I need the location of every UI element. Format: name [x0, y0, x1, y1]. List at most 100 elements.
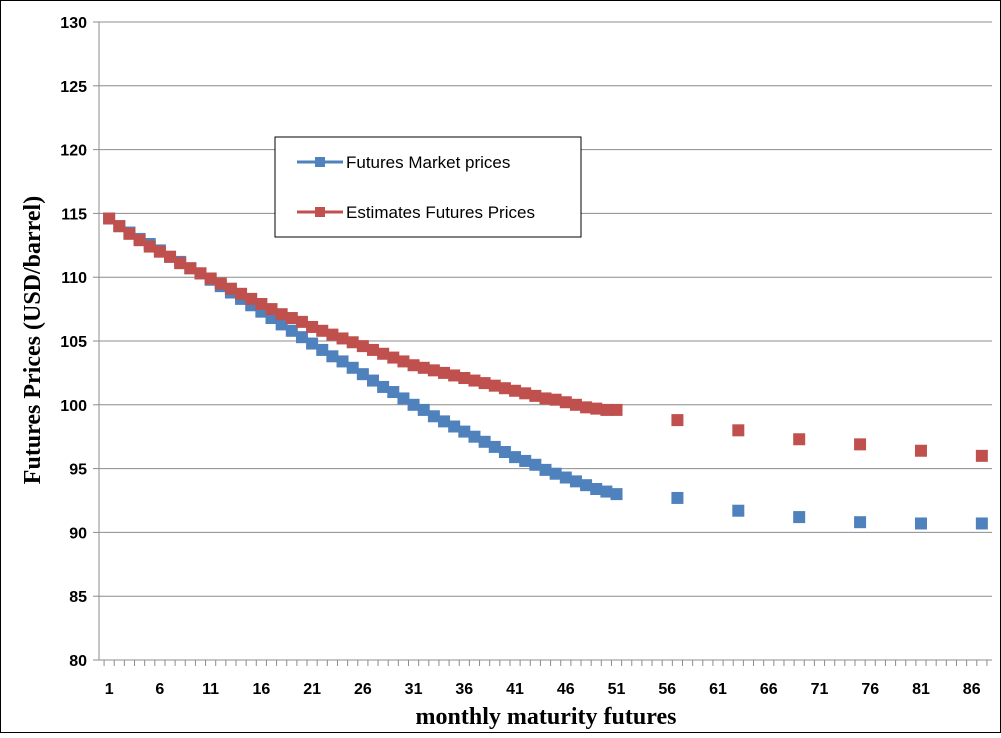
y-tick-label: 120 [60, 143, 87, 160]
data-point [569, 398, 582, 411]
data-point [488, 379, 501, 392]
data-point [975, 517, 988, 530]
data-point [123, 227, 136, 240]
data-point [529, 458, 542, 471]
data-point [387, 386, 400, 399]
x-tick-label: 66 [760, 681, 778, 698]
data-point [366, 343, 379, 356]
data-point [914, 517, 927, 530]
data-point [174, 257, 187, 270]
data-point [164, 250, 177, 263]
data-point [397, 355, 410, 368]
data-point [366, 374, 379, 387]
data-point [580, 479, 593, 492]
data-point [448, 369, 461, 382]
data-point [204, 272, 217, 285]
data-point [600, 485, 613, 498]
y-tick-label: 125 [60, 79, 87, 96]
x-tick-label: 1 [105, 681, 114, 698]
y-tick-label: 110 [61, 270, 87, 287]
data-point [498, 382, 511, 395]
series-estimated-prices [103, 212, 988, 462]
data-point [387, 351, 400, 364]
data-point [255, 297, 268, 310]
data-point [610, 488, 623, 501]
data-point [184, 262, 197, 275]
data-point [549, 467, 562, 480]
data-point [509, 451, 522, 464]
data-point [519, 387, 532, 400]
x-tick-label: 26 [354, 681, 372, 698]
data-point [265, 303, 278, 316]
x-tick-label: 86 [963, 681, 981, 698]
data-point [559, 396, 572, 409]
data-point [438, 366, 451, 379]
x-tick-label: 56 [658, 681, 676, 698]
data-point [316, 343, 329, 356]
data-point [326, 350, 339, 363]
data-point [346, 361, 359, 374]
data-point [498, 446, 511, 459]
data-point [295, 331, 308, 344]
data-point [914, 444, 927, 457]
y-tick-label: 85 [69, 589, 87, 606]
data-point [306, 337, 319, 350]
data-point [397, 392, 410, 405]
data-point [224, 282, 237, 295]
x-tick-label: 41 [506, 681, 524, 698]
data-point [153, 245, 166, 258]
x-tick-label: 51 [608, 681, 626, 698]
data-point [793, 511, 806, 524]
data-point [458, 372, 471, 385]
data-point [407, 359, 420, 372]
data-point [103, 212, 116, 225]
data-point [580, 401, 593, 414]
x-tick-label: 76 [861, 681, 879, 698]
data-point [519, 454, 532, 467]
data-point [275, 308, 288, 321]
data-point [539, 392, 552, 405]
data-point [133, 234, 146, 247]
data-point [417, 403, 430, 416]
x-tick-label: 36 [455, 681, 473, 698]
y-tick-label: 105 [60, 334, 87, 351]
x-tick-label: 46 [557, 681, 575, 698]
data-point [793, 433, 806, 446]
data-point [559, 471, 572, 484]
data-point [194, 267, 207, 280]
data-point [671, 491, 684, 504]
data-point [539, 463, 552, 476]
data-point [854, 516, 867, 529]
x-tick-label: 61 [709, 681, 727, 698]
data-point [529, 389, 542, 402]
data-point [509, 384, 522, 397]
data-point [478, 435, 491, 448]
axes [98, 22, 992, 666]
y-tick-label: 90 [69, 525, 87, 542]
data-point [590, 402, 603, 415]
y-tick-label: 95 [69, 462, 87, 479]
legend-item-market: Futures Market prices [297, 153, 510, 172]
data-point [346, 336, 359, 349]
x-axis-title: monthly maturity futures [416, 704, 677, 730]
data-point [336, 355, 349, 368]
x-tick-label: 21 [303, 681, 321, 698]
data-point [854, 438, 867, 451]
data-point [732, 504, 745, 517]
data-point [326, 328, 339, 341]
y-tick-label: 80 [69, 653, 87, 670]
data-point [732, 424, 745, 437]
data-point [549, 393, 562, 406]
data-point [458, 425, 471, 438]
data-point [306, 320, 319, 333]
y-tick-label: 115 [61, 206, 87, 223]
data-point [569, 475, 582, 488]
data-point [427, 364, 440, 377]
x-tick-label: 6 [155, 681, 164, 698]
data-point [468, 374, 481, 387]
y-axis-title: Futures Prices (USD/barrel) [20, 196, 46, 484]
data-point [377, 380, 390, 393]
data-point [438, 415, 451, 428]
data-point [275, 318, 288, 331]
